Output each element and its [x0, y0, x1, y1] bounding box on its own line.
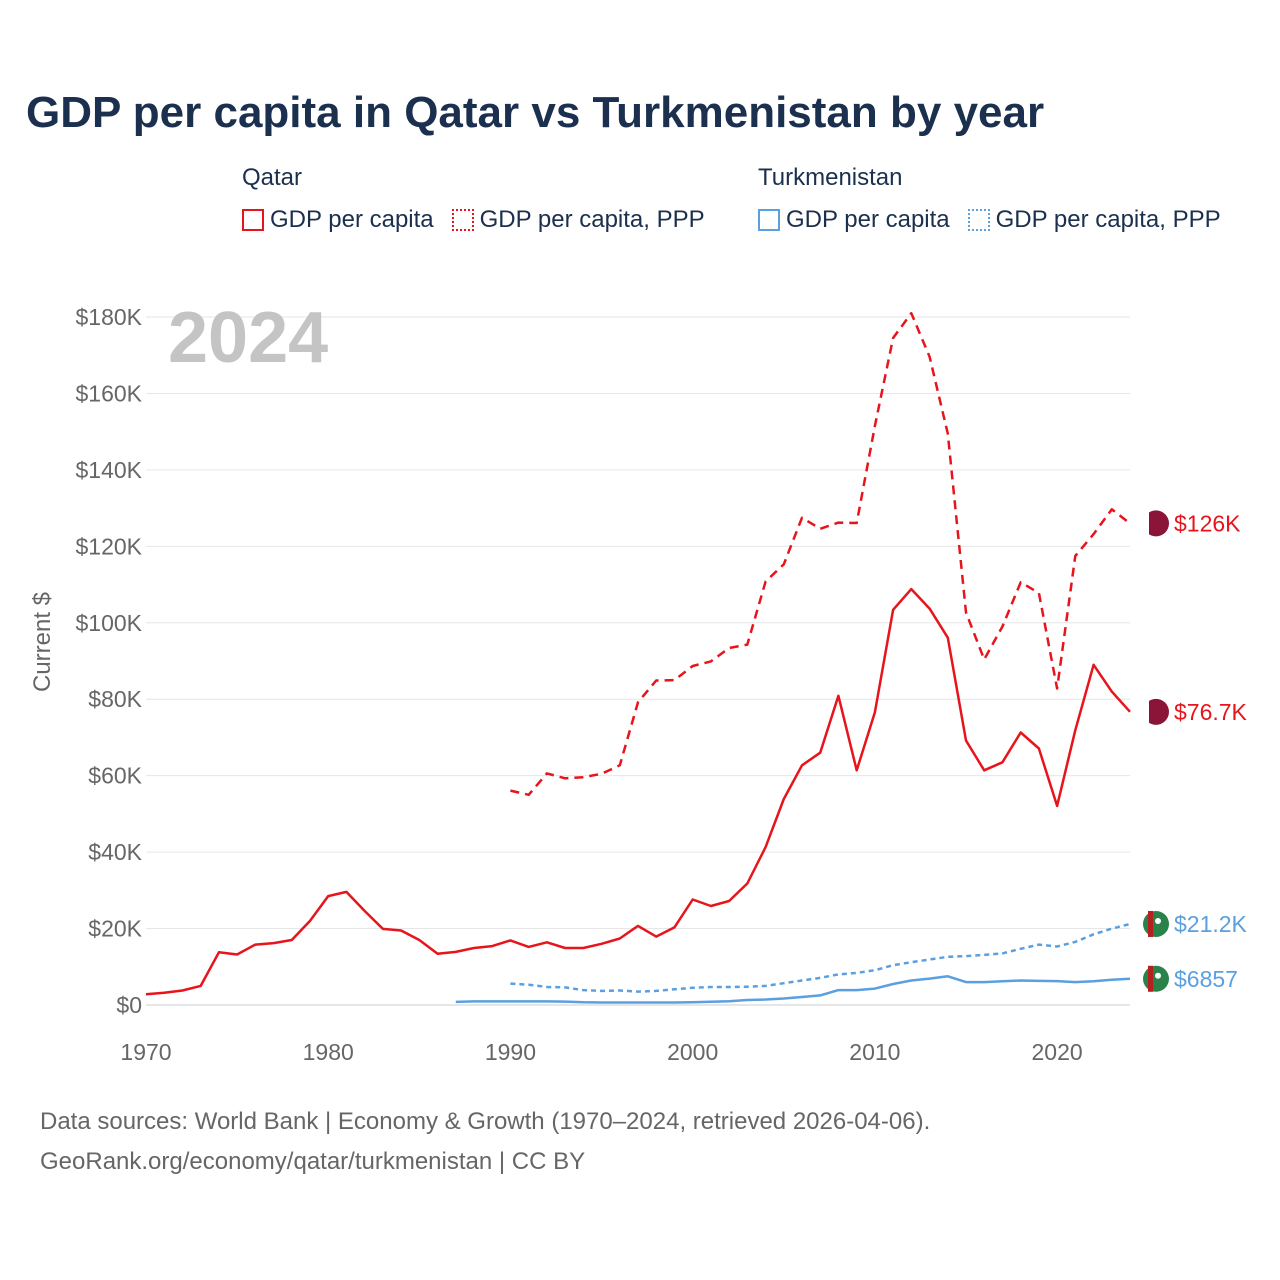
legend-swatch-dotted	[967, 209, 990, 231]
turkmenistan-flag-icon	[1143, 965, 1169, 992]
y-tick-label: $100K	[75, 610, 142, 636]
legend-turkmenistan: Turkmenistan GDP per capita GDP per capi…	[758, 164, 1221, 234]
legend-swatch-solid	[242, 209, 264, 231]
year-watermark: 2024	[168, 298, 328, 378]
end-value-label: $76.7K	[1174, 699, 1248, 725]
legend-item-turkmenistan-gdp[interactable]: GDP per capita	[758, 206, 950, 234]
legend-label: GDP per capita, PPP	[995, 206, 1221, 233]
flag-crescent	[1155, 972, 1161, 979]
qatar-flag-icon	[1143, 510, 1169, 537]
legend-label: GDP per capita	[786, 206, 950, 233]
y-tick-label: $180K	[75, 304, 142, 330]
source-line-1: Data sources: World Bank | Economy & Gro…	[40, 1108, 931, 1135]
flag-field	[1143, 965, 1169, 992]
qatar-flag-icon	[1143, 698, 1169, 725]
flag-field	[1143, 510, 1169, 537]
series-line-turkmenistan-gdp-per-capita-ppp	[510, 922, 1131, 993]
y-tick-label: $40K	[88, 839, 142, 865]
x-tick-label: 1990	[485, 1039, 536, 1065]
legend-swatch-dotted	[451, 209, 474, 231]
legend-swatch-solid	[758, 209, 780, 231]
end-value-label: $6857	[1174, 966, 1238, 992]
flag-carpet-band	[1148, 910, 1153, 937]
legend-item-qatar-gdp[interactable]: GDP per capita	[242, 206, 434, 234]
y-axis-label: Current $	[29, 592, 56, 692]
legend-item-qatar-gdp-ppp[interactable]: GDP per capita, PPP	[451, 206, 705, 234]
series-line-qatar-gdp-per-capita-ppp	[510, 311, 1131, 797]
y-tick-label: $140K	[75, 457, 142, 483]
series-line-turkmenistan-gdp-per-capita	[455, 975, 1131, 1004]
y-tick-label: $20K	[88, 916, 142, 942]
y-tick-label: $120K	[75, 533, 142, 559]
flag-hoist-band	[1143, 698, 1149, 725]
x-tick-label: 2010	[849, 1039, 900, 1065]
y-tick-label: $0	[116, 992, 142, 1018]
x-tick-label: 1970	[120, 1039, 171, 1065]
legend-country-turkmenistan: Turkmenistan	[758, 164, 903, 191]
end-value-label: $21.2K	[1174, 911, 1248, 937]
series-line-qatar-gdp-per-capita	[145, 587, 1131, 996]
y-tick-label: $80K	[88, 686, 142, 712]
end-value-label: $126K	[1174, 510, 1241, 536]
legend-label: GDP per capita, PPP	[479, 206, 705, 233]
flag-hoist-band	[1143, 510, 1149, 537]
legend-country-qatar: Qatar	[242, 164, 303, 191]
x-tick-label: 1980	[303, 1039, 354, 1065]
legend-qatar: Qatar GDP per capita GDP per capita, PPP	[242, 164, 705, 234]
turkmenistan-flag-icon	[1143, 910, 1169, 937]
flag-field	[1143, 910, 1169, 937]
chart-title: GDP per capita in Qatar vs Turkmenistan …	[26, 88, 1045, 137]
source-line-2[interactable]: GeoRank.org/economy/qatar/turkmenistan |…	[40, 1148, 586, 1175]
x-tick-label: 2020	[1032, 1039, 1083, 1065]
flag-field	[1143, 698, 1169, 725]
legend-label: GDP per capita	[270, 206, 434, 233]
x-tick-label: 2000	[667, 1039, 718, 1065]
y-tick-label: $60K	[88, 763, 142, 789]
flag-carpet-band	[1148, 965, 1153, 992]
flag-crescent	[1155, 917, 1161, 924]
legend-item-turkmenistan-gdp-ppp[interactable]: GDP per capita, PPP	[967, 206, 1221, 234]
y-tick-label: $160K	[75, 380, 142, 406]
